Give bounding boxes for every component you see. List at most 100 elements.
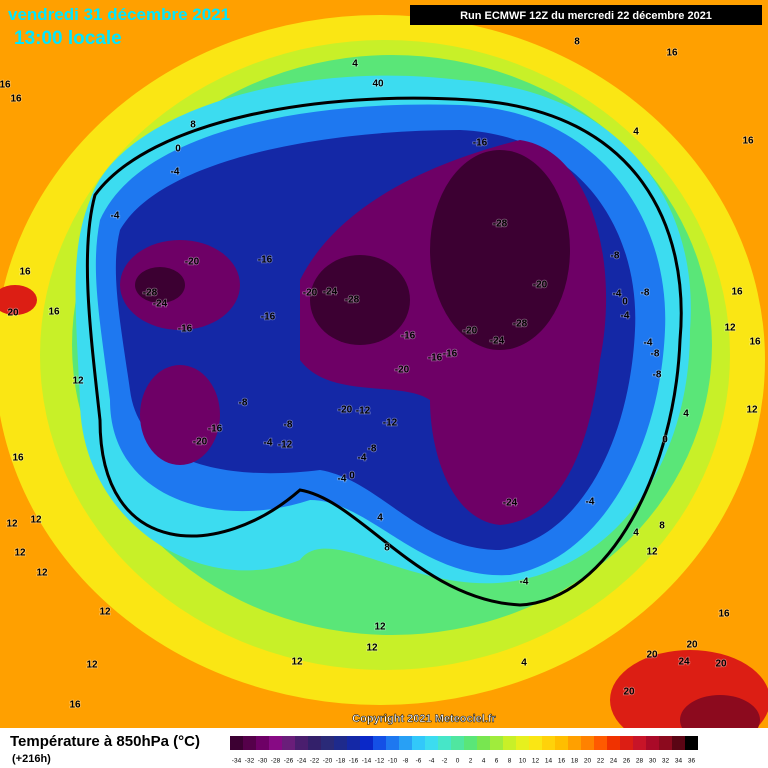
color-swatch — [529, 736, 542, 750]
color-swatch — [269, 736, 282, 750]
colorbar-label: -22 — [310, 758, 320, 765]
contour-label: -16 — [428, 353, 443, 364]
contour-label: -12 — [383, 418, 398, 429]
colorbar-label: -2 — [442, 758, 448, 765]
contour-label: 12 — [36, 568, 48, 579]
colorbar-label: 12 — [532, 758, 540, 765]
contour-label: 16 — [718, 609, 730, 620]
colorbar-label: 10 — [519, 758, 527, 765]
contour-label: 0 — [622, 297, 628, 308]
contour-label: 12 — [86, 660, 98, 671]
contour-label: 12 — [646, 547, 658, 558]
contour-label: -8 — [368, 444, 377, 455]
contour-label: 0 — [175, 144, 181, 155]
color-swatch — [334, 736, 347, 750]
color-swatch — [477, 736, 490, 750]
contour-label: -16 — [443, 349, 458, 360]
colorbar-label: 34 — [675, 758, 683, 765]
colorbar-label: 8 — [508, 758, 512, 765]
contour-label: -20 — [303, 288, 318, 299]
time-title: 13:00 locale — [14, 28, 122, 49]
color-swatch — [282, 736, 295, 750]
contour-label: 8 — [574, 37, 580, 48]
contour-label: 0 — [662, 435, 668, 446]
contour-label: 12 — [746, 405, 758, 416]
contour-label: -20 — [463, 326, 478, 337]
contour-label: 4 — [377, 513, 383, 524]
colorbar-label: -34 — [232, 758, 242, 765]
contour-label: -16 — [473, 138, 488, 149]
contour-label: 16 — [69, 700, 81, 711]
contour-label: -12 — [356, 406, 371, 417]
color-swatch — [659, 736, 672, 750]
colorbar-label: -6 — [416, 758, 422, 765]
color-swatch — [542, 736, 555, 750]
copyright: Copyright 2021 Meteociel.fr — [352, 713, 496, 725]
contour-label: -24 — [323, 287, 338, 298]
contour-label: 16 — [749, 337, 761, 348]
color-swatch — [399, 736, 412, 750]
contour-label: -4 — [111, 211, 120, 222]
color-swatch — [230, 736, 243, 750]
contour-label: -20 — [395, 365, 410, 376]
legend-title: Température à 850hPa (°C) — [10, 733, 200, 750]
colorbar-label: 28 — [636, 758, 644, 765]
colorbar-label: -18 — [336, 758, 346, 765]
color-swatch — [425, 736, 438, 750]
contour-label: 0 — [349, 471, 355, 482]
lead-time: (+216h) — [12, 753, 51, 765]
colorbar-label: 6 — [495, 758, 499, 765]
color-swatch — [581, 736, 594, 750]
color-swatch — [386, 736, 399, 750]
contour-label: -8 — [284, 420, 293, 431]
contour-label: -4 — [338, 474, 347, 485]
contour-label: 12 — [14, 548, 26, 559]
run-info: Run ECMWF 12Z du mercredi 22 décembre 20… — [460, 10, 712, 22]
contour-label: -8 — [611, 251, 620, 262]
color-swatch — [464, 736, 477, 750]
color-swatch — [490, 736, 503, 750]
contour-label: -8 — [653, 370, 662, 381]
contour-label: -8 — [641, 288, 650, 299]
contour-label: 8 — [659, 521, 665, 532]
contour-label: -4 — [520, 577, 529, 588]
run-box — [410, 5, 762, 25]
contour-label: 4 — [633, 528, 639, 539]
contour-label: 4 — [521, 658, 527, 669]
contour-label: 12 — [374, 622, 386, 633]
contour-label: -4 — [171, 167, 180, 178]
contour-label: -4 — [644, 338, 653, 349]
color-swatch — [438, 736, 451, 750]
colorbar-label: 16 — [558, 758, 566, 765]
color-swatch — [243, 736, 256, 750]
colorbar-label: -16 — [349, 758, 359, 765]
colorbar-label: 30 — [649, 758, 657, 765]
contour-label: 16 — [10, 94, 22, 105]
color-swatch — [555, 736, 568, 750]
contour-label: 4 — [683, 409, 689, 420]
contour-label: 16 — [666, 48, 678, 59]
contour-label: 20 — [686, 640, 698, 651]
colorbar-label: 4 — [482, 758, 486, 765]
color-swatch — [685, 736, 698, 750]
contour-label: -28 — [513, 319, 528, 330]
contour-label: -16 — [261, 312, 276, 323]
colorbar-label: -24 — [297, 758, 307, 765]
contour-label: 40 — [372, 79, 384, 90]
colorbar-label: 24 — [610, 758, 618, 765]
contour-label: 20 — [646, 650, 658, 661]
color-swatch — [646, 736, 659, 750]
contour-label: 12 — [6, 519, 18, 530]
contour-label: 16 — [731, 287, 743, 298]
contour-label: 20 — [715, 659, 727, 670]
contour-label: 4 — [352, 59, 358, 70]
colorbar-label: -20 — [323, 758, 333, 765]
color-swatch — [412, 736, 425, 750]
color-swatch — [321, 736, 334, 750]
contour-label: 16 — [19, 267, 31, 278]
contour-label: 20 — [623, 687, 635, 698]
contour-label: 12 — [366, 643, 378, 654]
contour-label: -24 — [503, 498, 518, 509]
